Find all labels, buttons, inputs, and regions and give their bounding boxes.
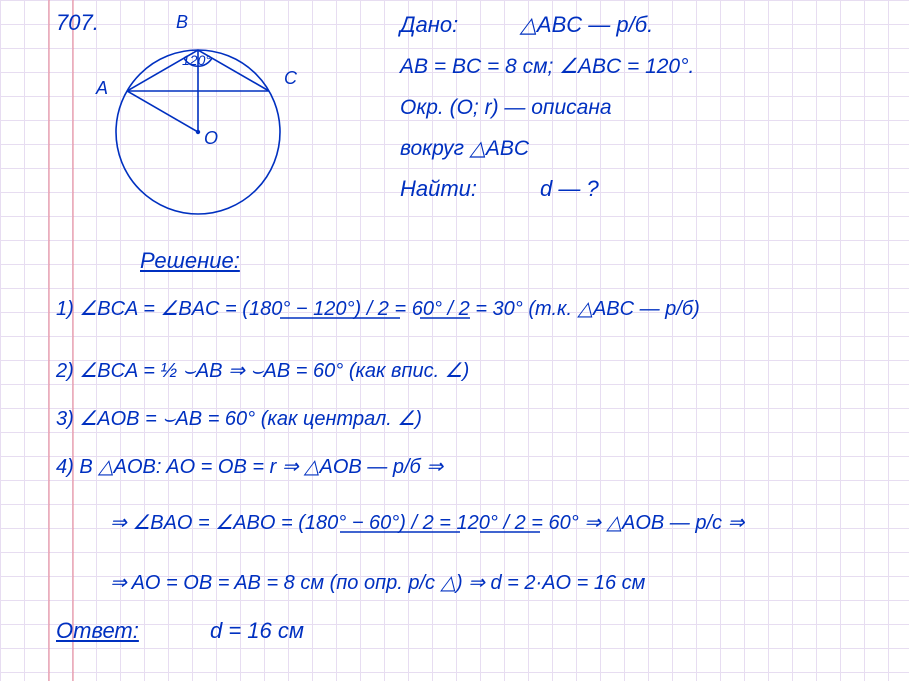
page-content: 707. B A C O 120° Дано: △ABC — р/б. AB =… bbox=[0, 0, 909, 681]
given-heading: Дано: bbox=[400, 12, 458, 38]
given-line4: вокруг △ABC bbox=[400, 136, 529, 161]
given-line2: AB = BC = 8 см; ∠ABC = 120°. bbox=[400, 54, 694, 79]
find-value: d — ? bbox=[540, 176, 599, 202]
step-3: 3) ∠AOB = ⌣AB = 60° (как централ. ∠) bbox=[56, 406, 422, 431]
step-4a: 4) В △AOB: AO = OB = r ⇒ △AOB — р/б ⇒ bbox=[56, 454, 443, 479]
find-label: Найти: bbox=[400, 176, 477, 202]
answer-label: Ответ: bbox=[56, 618, 139, 644]
label-A: A bbox=[96, 78, 108, 99]
step-4b: ⇒ ∠BAO = ∠ABO = (180° − 60°) / 2 = 120° … bbox=[110, 510, 744, 535]
answer-value: d = 16 см bbox=[210, 618, 304, 644]
label-angle-120: 120° bbox=[182, 52, 211, 68]
step-1: 1) ∠BCA = ∠BAC = (180° − 120°) / 2 = 60°… bbox=[56, 296, 700, 321]
diagram bbox=[88, 12, 308, 232]
given-line1a: △ABC — р/б. bbox=[520, 12, 653, 38]
label-B: B bbox=[176, 12, 188, 33]
solution-heading: Решение: bbox=[140, 248, 240, 274]
step-4c: ⇒ AO = OB = AB = 8 см (по опр. р/с △) ⇒ … bbox=[110, 570, 645, 595]
label-C: C bbox=[284, 68, 297, 89]
label-O: O bbox=[204, 128, 218, 149]
given-line3: Окр. (O; r) — описана bbox=[400, 96, 612, 120]
step-2: 2) ∠BCA = ½ ⌣AB ⇒ ⌣AB = 60° (как впис. ∠… bbox=[56, 358, 469, 383]
